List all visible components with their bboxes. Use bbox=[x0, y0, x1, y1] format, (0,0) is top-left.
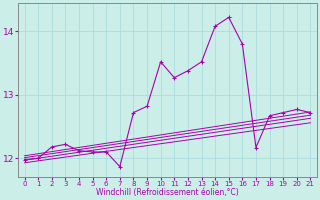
X-axis label: Windchill (Refroidissement éolien,°C): Windchill (Refroidissement éolien,°C) bbox=[96, 188, 239, 197]
